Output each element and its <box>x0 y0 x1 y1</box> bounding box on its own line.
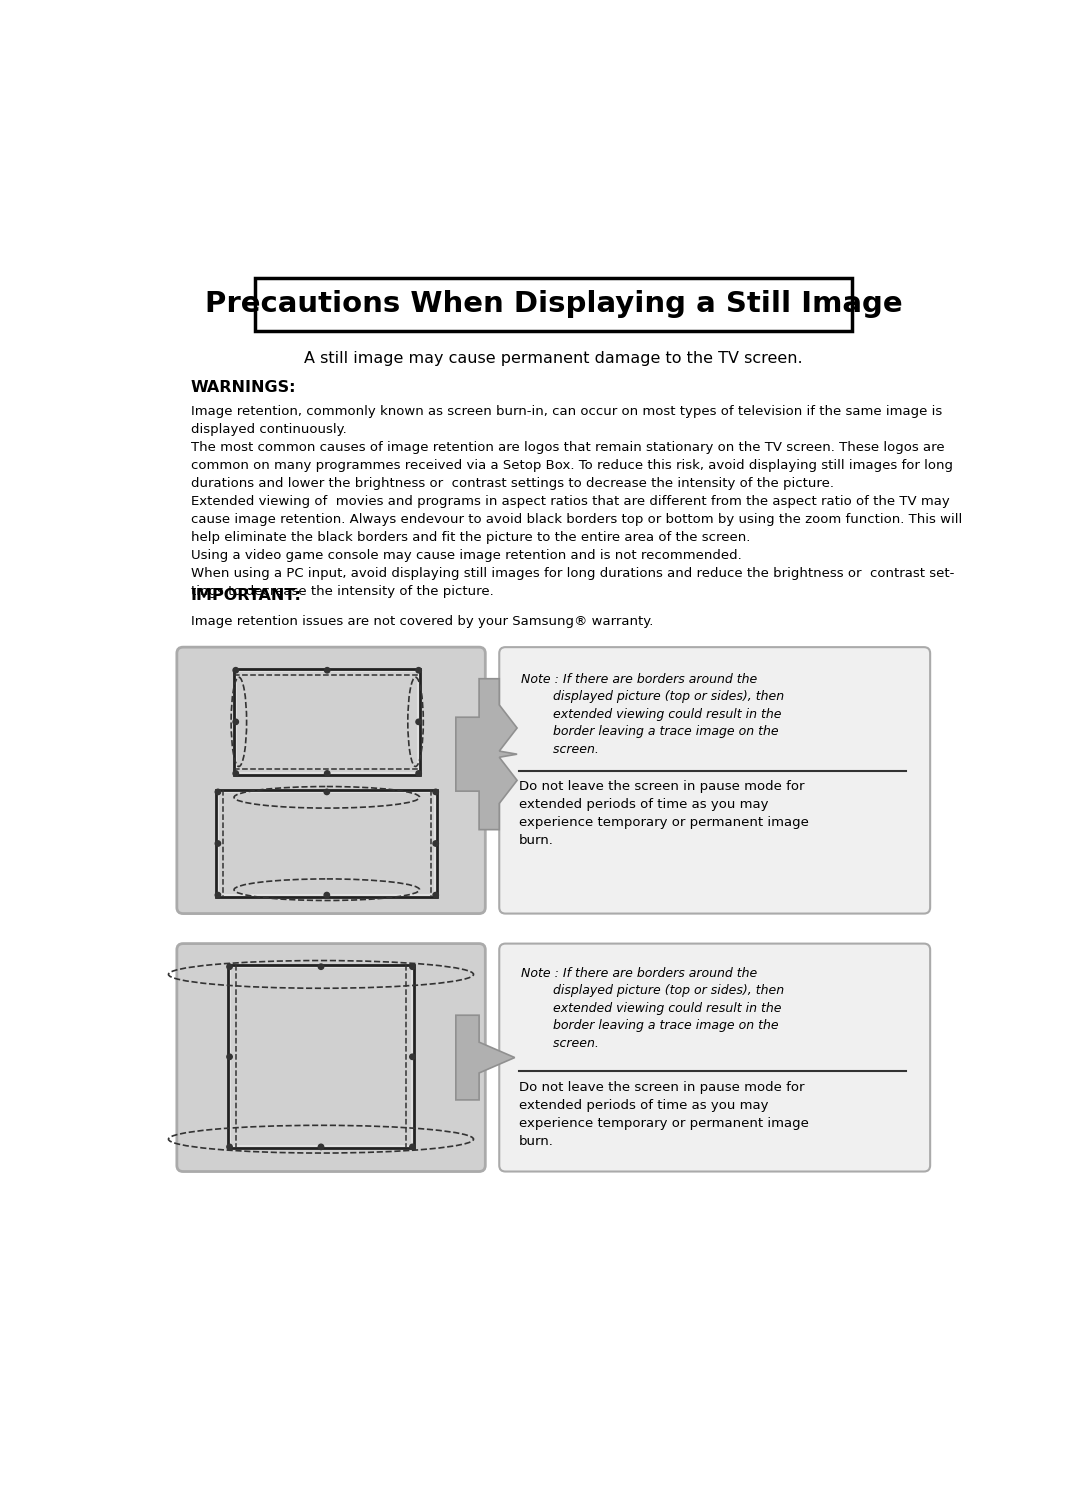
Text: Image retention, commonly known as screen burn-in, can occur on most types of te: Image retention, commonly known as scree… <box>191 404 962 598</box>
FancyBboxPatch shape <box>499 647 930 914</box>
Text: Do not leave the screen in pause mode for
extended periods of time as you may
ex: Do not leave the screen in pause mode fo… <box>518 780 809 848</box>
Circle shape <box>319 965 324 969</box>
Text: A still image may cause permanent damage to the TV screen.: A still image may cause permanent damage… <box>305 351 802 366</box>
Text: Precautions When Displaying a Still Image: Precautions When Displaying a Still Imag… <box>205 291 902 319</box>
Circle shape <box>416 719 421 725</box>
Bar <box>219 794 434 893</box>
Circle shape <box>215 840 220 846</box>
Circle shape <box>324 771 329 776</box>
FancyBboxPatch shape <box>499 944 930 1171</box>
Bar <box>231 968 410 1146</box>
Circle shape <box>416 771 421 776</box>
Circle shape <box>227 1144 232 1149</box>
Circle shape <box>215 893 220 897</box>
Circle shape <box>233 668 239 673</box>
Circle shape <box>433 789 438 794</box>
Circle shape <box>215 789 220 794</box>
Circle shape <box>227 1055 232 1059</box>
Text: IMPORTANT:: IMPORTANT: <box>191 587 301 602</box>
Circle shape <box>409 1055 415 1059</box>
Circle shape <box>409 1144 415 1149</box>
Bar <box>234 668 420 774</box>
Text: Note : If there are borders around the
        displayed picture (top or sides),: Note : If there are borders around the d… <box>521 673 784 755</box>
Circle shape <box>319 1144 324 1149</box>
Circle shape <box>324 893 329 897</box>
Polygon shape <box>456 1016 515 1100</box>
Text: Note : If there are borders around the
        displayed picture (top or sides),: Note : If there are borders around the d… <box>521 966 784 1050</box>
Circle shape <box>227 965 232 969</box>
Bar <box>255 279 852 331</box>
Text: Do not leave the screen in pause mode for
extended periods of time as you may
ex: Do not leave the screen in pause mode fo… <box>518 1080 809 1147</box>
Circle shape <box>433 893 438 897</box>
Circle shape <box>324 668 329 673</box>
Circle shape <box>416 668 421 673</box>
Circle shape <box>233 771 239 776</box>
Circle shape <box>433 840 438 846</box>
FancyBboxPatch shape <box>177 944 485 1171</box>
Polygon shape <box>456 679 517 830</box>
Circle shape <box>409 965 415 969</box>
Text: WARNINGS:: WARNINGS: <box>191 380 296 395</box>
Bar <box>238 671 417 771</box>
Circle shape <box>233 719 239 725</box>
Text: Image retention issues are not covered by your Samsung® warranty.: Image retention issues are not covered b… <box>191 614 653 628</box>
FancyBboxPatch shape <box>177 647 485 914</box>
Circle shape <box>324 789 329 794</box>
Bar <box>216 791 437 897</box>
Bar <box>228 965 414 1149</box>
